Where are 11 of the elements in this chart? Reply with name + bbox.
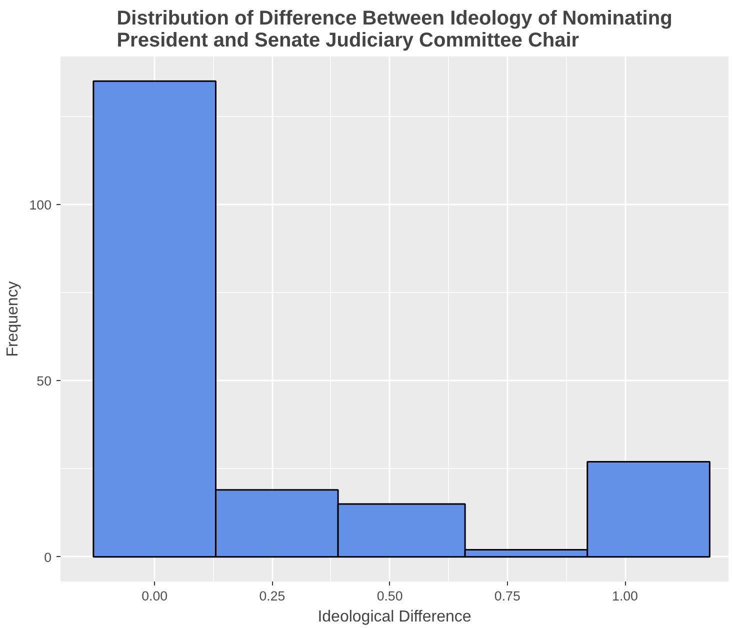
x-tick-label: 0.25: [259, 588, 286, 604]
x-tick-label: 0.50: [376, 588, 403, 604]
x-tick-label: 0.00: [142, 588, 168, 604]
x-tick-label: 0.75: [494, 588, 520, 604]
x-axis-title: Ideological Difference: [318, 608, 472, 626]
y-tick-label: 50: [36, 374, 52, 389]
y-tick-label: 100: [29, 197, 52, 212]
y-axis-title: Frequency: [4, 281, 22, 357]
x-tick-label: 1.00: [612, 588, 638, 604]
chart-title: Distribution of Difference Between Ideology of Nominating President and Senate Judiciary Committee Chair: [116, 8, 672, 52]
y-tick-label: 0: [44, 550, 52, 565]
